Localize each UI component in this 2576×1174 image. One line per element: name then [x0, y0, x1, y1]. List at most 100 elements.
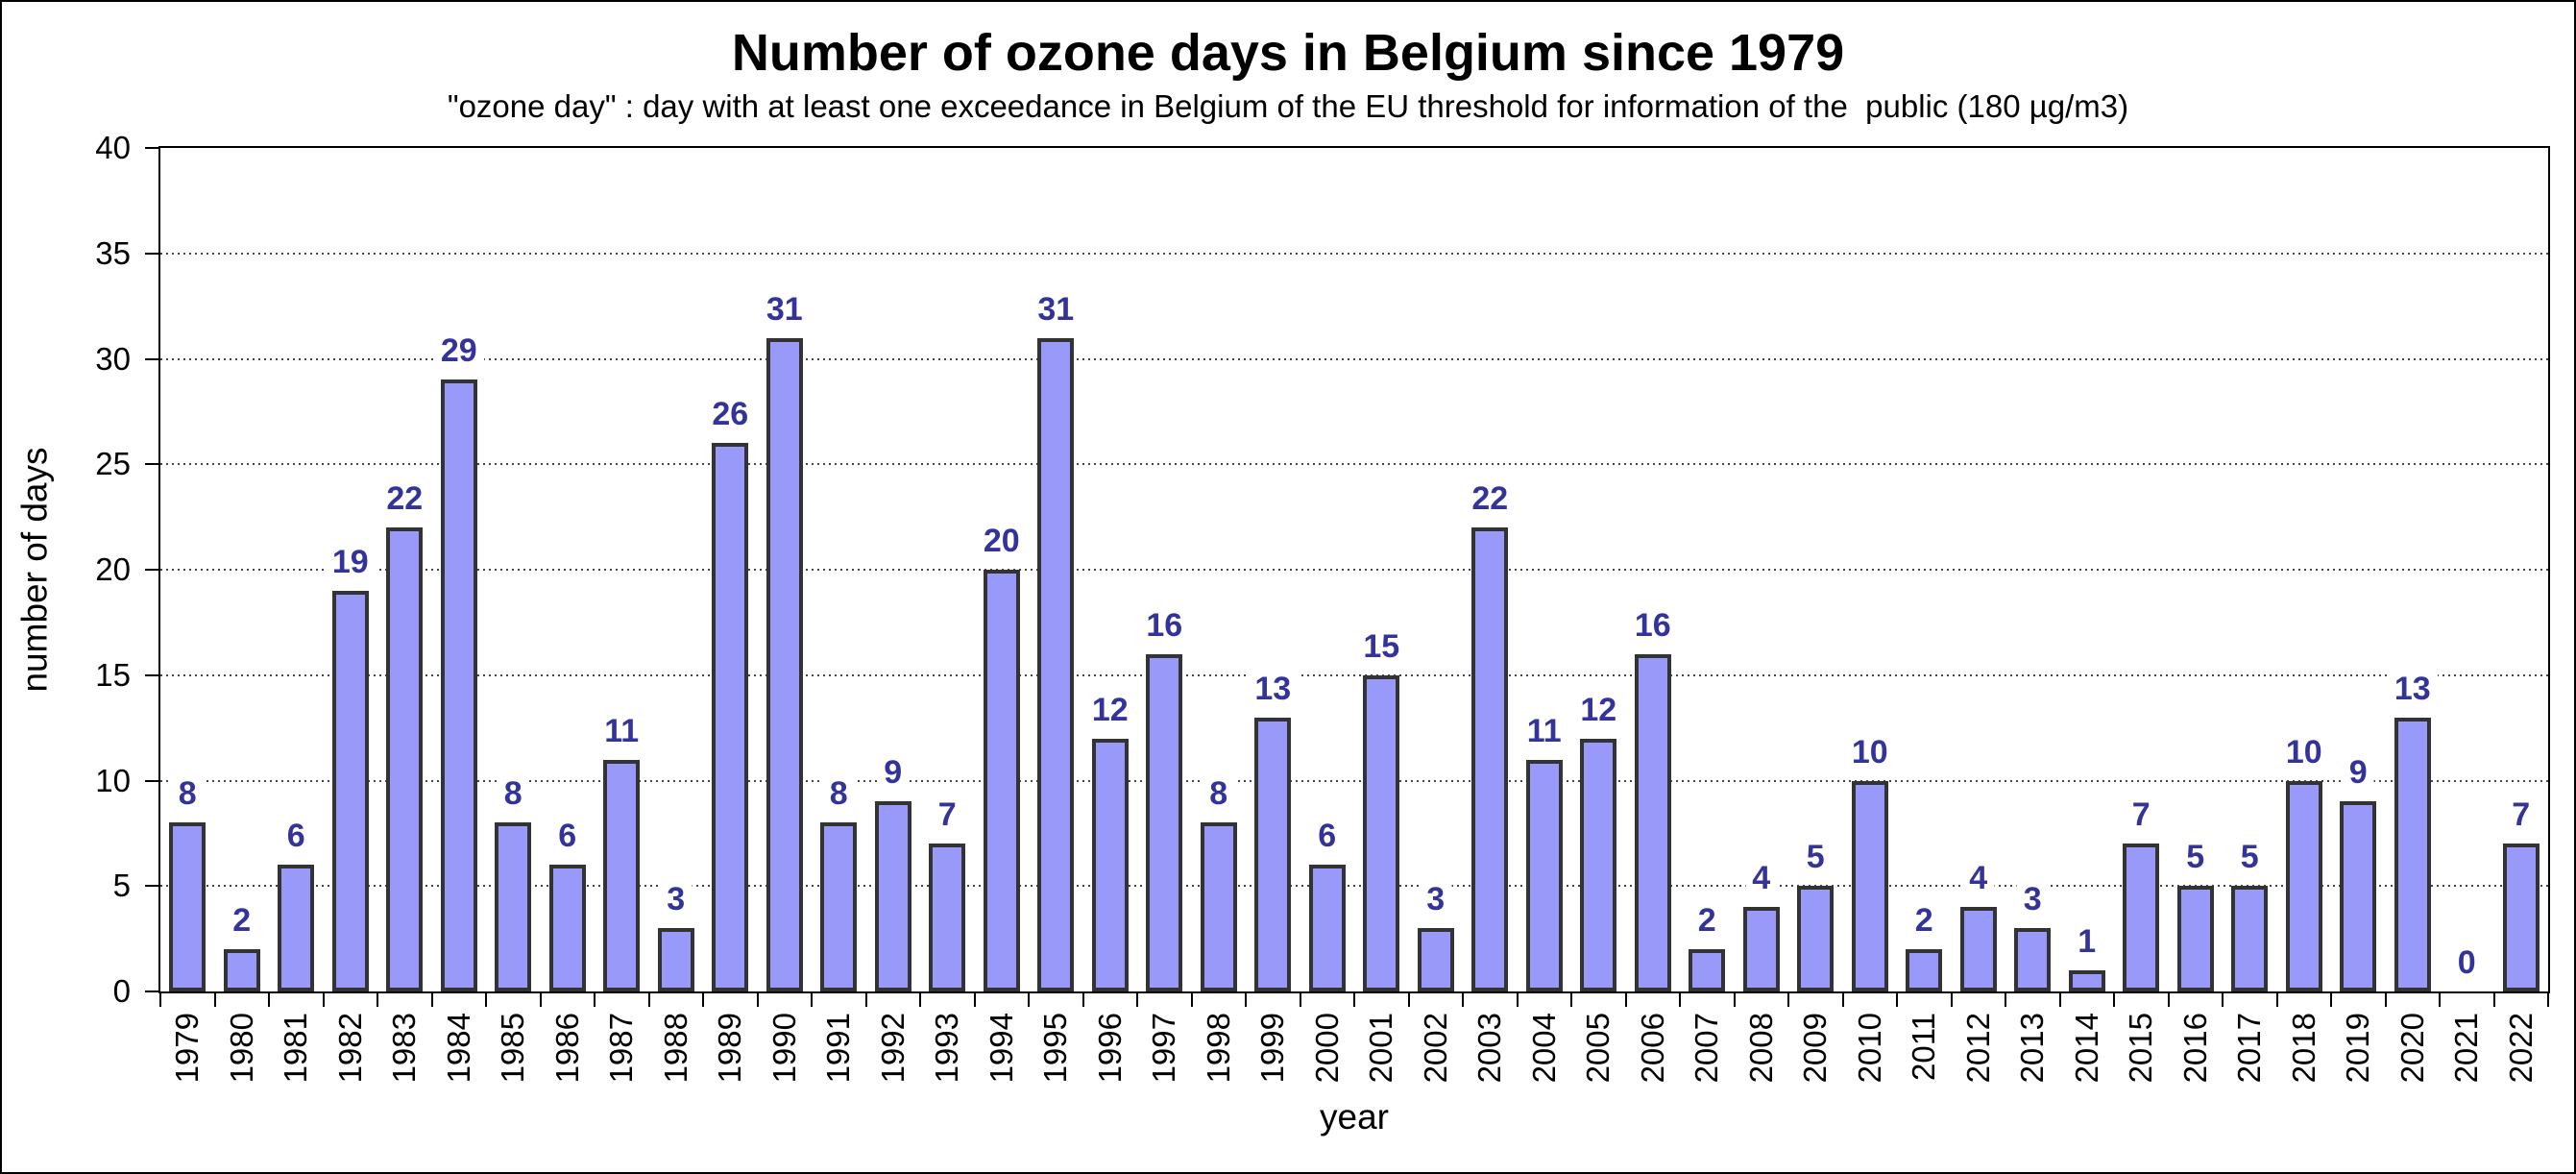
x-tick-label: 1986	[548, 1013, 585, 1084]
y-tick-label: 20	[95, 551, 131, 587]
bar-value-label: 5	[1799, 839, 1832, 877]
gridline	[160, 569, 2548, 571]
bar	[603, 759, 641, 991]
x-tick	[2113, 993, 2115, 1007]
x-tick-label: 1995	[1037, 1013, 1074, 1084]
y-tick-label: 10	[95, 762, 131, 798]
bar	[1634, 653, 1671, 991]
bar-value-label: 9	[2342, 754, 2374, 793]
x-tick-label: 1997	[1146, 1013, 1182, 1084]
x-tick-label: 2017	[2231, 1013, 2268, 1084]
x-tick-label: 2018	[2285, 1013, 2321, 1084]
y-tick	[145, 252, 160, 255]
x-tick-label: 1979	[169, 1013, 206, 1084]
x-tick	[1516, 993, 1519, 1007]
bar-value-label: 7	[2125, 796, 2157, 835]
x-tick-label: 2011	[1906, 1013, 1942, 1081]
x-tick-label: 2007	[1689, 1013, 1725, 1084]
x-tick	[2492, 993, 2495, 1007]
bar-value-label: 11	[1519, 712, 1568, 750]
y-tick-label: 5	[112, 868, 131, 904]
x-tick	[2005, 993, 2006, 1007]
x-tick	[1407, 993, 1410, 1007]
bar-value-label: 6	[1311, 818, 1344, 856]
bar	[1471, 527, 1509, 991]
bar-value-label: 8	[171, 775, 204, 814]
x-tick	[377, 993, 378, 1007]
gridline	[160, 885, 2548, 888]
bar-value-label: 6	[279, 818, 312, 856]
x-tick	[1353, 993, 1355, 1007]
y-tick	[145, 673, 160, 676]
x-tick-label: 2021	[2448, 1013, 2485, 1084]
x-tick-label: 2003	[1471, 1013, 1508, 1084]
bar	[169, 822, 207, 991]
y-tick-label: 40	[95, 130, 131, 165]
x-tick	[322, 993, 325, 1007]
x-tick-label: 2019	[2340, 1013, 2376, 1084]
bar	[1363, 674, 1400, 991]
bar	[766, 337, 803, 991]
bar-value-label: 8	[822, 775, 855, 814]
x-tick	[485, 993, 487, 1007]
x-tick	[1190, 993, 1193, 1007]
bar-value-label: 2	[1908, 902, 1940, 941]
x-tick	[973, 993, 976, 1007]
y-tick	[145, 885, 160, 888]
bar	[2123, 844, 2160, 991]
bar	[495, 822, 532, 991]
bar	[2014, 928, 2052, 991]
bar	[657, 928, 694, 991]
y-tick	[145, 991, 160, 992]
x-tick	[2547, 993, 2549, 1007]
y-tick	[145, 569, 160, 571]
y-tick	[145, 147, 160, 149]
x-tick-label: 2001	[1363, 1013, 1399, 1084]
bar	[2285, 780, 2322, 991]
bar	[1851, 780, 1888, 991]
x-tick-label: 2012	[1959, 1013, 1996, 1084]
bar-value-label: 8	[497, 775, 529, 814]
x-tick	[1299, 993, 1301, 1007]
x-tick-label: 1983	[386, 1013, 423, 1084]
x-tick-label: 1989	[712, 1013, 748, 1084]
x-tick	[159, 993, 161, 1007]
x-tick	[594, 993, 595, 1007]
x-tick	[1462, 993, 1464, 1007]
bar	[223, 949, 260, 991]
x-axis-title: year	[1320, 1097, 1389, 1137]
bar-value-label: 16	[1139, 606, 1190, 646]
bar-value-label: 4	[1962, 860, 1995, 898]
x-tick	[430, 993, 433, 1007]
bar	[2394, 717, 2431, 991]
x-tick-label: 1988	[657, 1013, 693, 1084]
bar-value-label: 7	[931, 796, 963, 835]
x-tick	[2058, 993, 2061, 1007]
x-tick	[539, 993, 542, 1007]
x-tick-label: 1987	[603, 1013, 640, 1084]
plot-area: 8 2 6 19 22 29 8 6 11 3 26 31 8 9 7 20 31 12 16 8 13 6 15 3 22 11…	[160, 148, 2548, 991]
x-tick	[2439, 993, 2441, 1007]
bar	[929, 844, 966, 991]
gridline	[160, 252, 2548, 255]
x-tick	[1570, 993, 1572, 1007]
bar-value-label: 12	[1573, 691, 1624, 729]
x-tick	[919, 993, 921, 1007]
x-tick	[811, 993, 813, 1007]
x-tick	[864, 993, 867, 1007]
bar	[1417, 928, 1454, 991]
bar	[1254, 717, 1292, 991]
y-tick-label: 30	[95, 340, 131, 377]
x-tick	[1841, 993, 1844, 1007]
bar	[440, 379, 477, 991]
x-tick	[647, 993, 650, 1007]
bar-value-label: 4	[1745, 860, 1778, 898]
x-tick-label: 2006	[1634, 1013, 1670, 1084]
bar	[2502, 844, 2540, 991]
x-tick-label: 1982	[331, 1013, 368, 1084]
x-tick-label: 1981	[278, 1013, 314, 1084]
x-tick-label: 1994	[983, 1013, 1019, 1084]
bar	[1689, 949, 1726, 991]
bar	[548, 865, 586, 991]
x-tick	[1896, 993, 1898, 1007]
